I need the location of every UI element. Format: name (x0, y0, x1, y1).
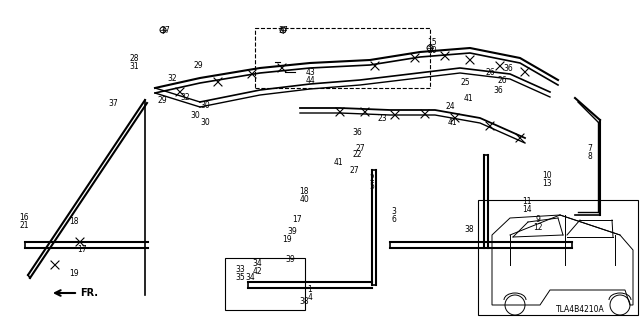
Text: 4: 4 (308, 293, 312, 302)
Text: 10: 10 (542, 171, 552, 180)
Text: 37: 37 (160, 26, 170, 35)
Text: 32: 32 (167, 74, 177, 83)
Text: 36: 36 (493, 85, 503, 94)
Text: 29: 29 (157, 95, 167, 105)
Text: 41: 41 (463, 93, 473, 102)
Text: 2: 2 (370, 173, 374, 182)
Text: 37: 37 (278, 26, 288, 35)
Text: 11: 11 (522, 197, 532, 206)
Text: FR.: FR. (80, 288, 98, 298)
Bar (225, 258, 305, 310)
Text: 30: 30 (200, 100, 210, 109)
Text: 12: 12 (533, 223, 543, 233)
Text: 24: 24 (445, 101, 455, 110)
Text: 21: 21 (19, 221, 29, 230)
Text: 1: 1 (308, 285, 312, 294)
Text: 31: 31 (129, 61, 139, 70)
Text: 30: 30 (190, 110, 200, 119)
Text: 44: 44 (305, 76, 315, 84)
Text: 34: 34 (252, 260, 262, 268)
Text: 18: 18 (300, 188, 308, 196)
Text: 8: 8 (588, 151, 593, 161)
Text: TLA4B4210A: TLA4B4210A (556, 305, 605, 314)
Text: 19: 19 (69, 269, 79, 278)
Text: 27: 27 (349, 165, 359, 174)
Text: 17: 17 (77, 245, 87, 254)
Text: 5: 5 (369, 181, 374, 190)
Text: 41: 41 (447, 117, 457, 126)
Text: 39: 39 (287, 228, 297, 236)
Text: 15: 15 (427, 37, 437, 46)
Text: 27: 27 (355, 143, 365, 153)
Text: 36: 36 (352, 127, 362, 137)
Text: 32: 32 (180, 92, 190, 101)
Text: 22: 22 (352, 149, 362, 158)
Text: 38: 38 (299, 298, 309, 307)
Text: 17: 17 (292, 215, 302, 225)
Text: 13: 13 (542, 179, 552, 188)
Text: 19: 19 (282, 236, 292, 244)
Text: 26: 26 (497, 76, 507, 84)
Text: 34: 34 (245, 274, 255, 283)
Bar (478, 200, 638, 315)
Text: 20: 20 (427, 45, 437, 54)
Text: 35: 35 (235, 274, 245, 283)
Text: 25: 25 (460, 77, 470, 86)
Text: 38: 38 (464, 226, 474, 235)
Text: 7: 7 (588, 143, 593, 153)
Text: 39: 39 (285, 255, 295, 265)
Text: 28: 28 (129, 53, 139, 62)
Text: 40: 40 (299, 196, 309, 204)
Text: 26: 26 (485, 68, 495, 76)
Text: 43: 43 (305, 68, 315, 76)
Text: 29: 29 (193, 60, 203, 69)
Text: 6: 6 (392, 215, 396, 225)
Text: 30: 30 (200, 117, 210, 126)
Text: 18: 18 (69, 218, 79, 227)
Text: 41: 41 (333, 157, 343, 166)
Bar (255, 28, 430, 88)
Text: 37: 37 (108, 99, 118, 108)
Text: 16: 16 (19, 213, 29, 222)
Text: 9: 9 (536, 215, 540, 225)
Text: 14: 14 (522, 205, 532, 214)
Text: 36: 36 (503, 63, 513, 73)
Text: 33: 33 (235, 266, 245, 275)
Text: 42: 42 (252, 268, 262, 276)
Text: 23: 23 (377, 114, 387, 123)
Text: 3: 3 (392, 207, 396, 217)
